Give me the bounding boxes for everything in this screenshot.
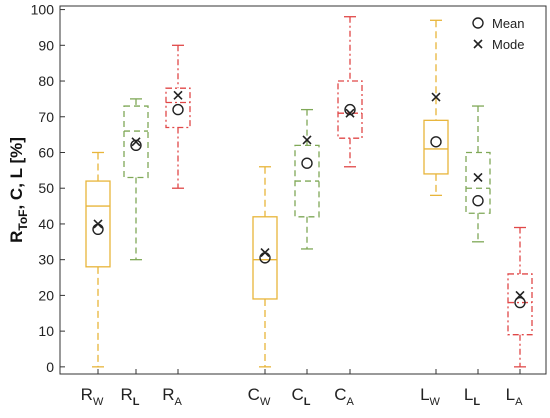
x-tick-label-sub-c-a: A bbox=[346, 396, 354, 408]
mean-marker-r-l bbox=[130, 139, 142, 152]
y-tick-label-50: 50 bbox=[38, 180, 54, 196]
x-tick-label-main-c-l: C bbox=[291, 385, 303, 404]
iqr-box-r-w bbox=[85, 180, 111, 268]
x-tick-label-sub-r-w: W bbox=[93, 396, 104, 408]
box-r-a bbox=[165, 44, 191, 189]
legend-mean-label: Mean bbox=[492, 16, 525, 31]
mode-marker-l-w bbox=[431, 92, 441, 102]
x-tick-label-sub-l-w: W bbox=[430, 396, 441, 408]
x-tick-label-sub-c-l: L bbox=[304, 396, 311, 408]
x-tick-label-c-a: CA bbox=[334, 385, 354, 408]
mode-marker-c-l bbox=[302, 135, 312, 145]
x-tick-label-main-c-a: C bbox=[334, 385, 346, 404]
iqr-box-c-a bbox=[337, 80, 363, 139]
legend-mode-label: Mode bbox=[492, 37, 525, 52]
y-axis-label-sub: ToF bbox=[16, 210, 30, 231]
box-l-a bbox=[507, 226, 533, 368]
box-c-l bbox=[294, 108, 320, 250]
x-tick-label-sub-l-l: L bbox=[473, 396, 480, 408]
x-tick-label-sub-c-w: W bbox=[260, 396, 271, 408]
x-tick-label-l-l: LL bbox=[464, 385, 480, 408]
box-l-l bbox=[465, 105, 491, 243]
x-tick-label-sub-l-a: A bbox=[515, 396, 523, 408]
y-tick-label-90: 90 bbox=[38, 37, 54, 53]
x-tick-label-main-l-w: L bbox=[420, 385, 429, 404]
x-tick-label-main-r-a: R bbox=[162, 385, 174, 404]
iqr-box-c-w bbox=[252, 216, 278, 300]
mode-marker-l-a bbox=[515, 290, 525, 300]
mean-marker-c-w bbox=[259, 252, 271, 264]
y-tick-label-100: 100 bbox=[31, 2, 55, 18]
iqr-box-r-l bbox=[123, 105, 149, 179]
box-c-a bbox=[337, 16, 363, 168]
iqr-box-l-a bbox=[507, 273, 533, 336]
y-axis-label-rest: , C, L [%] bbox=[7, 137, 26, 209]
x-tick-label-sub-r-l: L bbox=[133, 396, 140, 408]
mode-marker-r-a bbox=[173, 90, 183, 100]
mode-marker-c-a bbox=[345, 108, 355, 118]
x-axis: RW RL RA CW CL CA LW LL LA bbox=[81, 369, 523, 408]
legend-mode-marker bbox=[473, 39, 483, 49]
legend: Mean Mode bbox=[472, 16, 525, 52]
y-axis-label-main: R bbox=[7, 231, 26, 243]
mode-marker-r-w bbox=[93, 219, 103, 229]
x-tick-label-main-l-a: L bbox=[506, 385, 515, 404]
mean-marker-c-a bbox=[344, 103, 356, 116]
x-tick-label-r-a: RA bbox=[162, 385, 182, 408]
mean-marker-l-a bbox=[514, 296, 526, 309]
mean-marker-l-w bbox=[430, 136, 442, 148]
mean-marker-l-l bbox=[472, 195, 484, 207]
mean-marker-c-l bbox=[301, 157, 313, 169]
plot-frame bbox=[59, 5, 547, 375]
x-tick-label-main-r-w: R bbox=[81, 385, 93, 404]
box-c-w bbox=[252, 166, 278, 368]
x-tick-label-r-l: RL bbox=[120, 385, 139, 408]
x-tick-label-l-w: LW bbox=[420, 385, 440, 408]
y-tick-label-0: 0 bbox=[46, 359, 54, 375]
mode-marker-l-l bbox=[473, 172, 483, 183]
box-l-w bbox=[423, 19, 449, 197]
y-tick-label-80: 80 bbox=[38, 73, 54, 89]
y-tick-label-40: 40 bbox=[38, 216, 54, 232]
legend-mean-marker bbox=[472, 17, 484, 29]
x-tick-label-main-c-w: C bbox=[248, 385, 260, 404]
mean-marker-r-w bbox=[92, 223, 104, 236]
x-tick-label-main-r-l: R bbox=[120, 385, 132, 404]
y-tick-label-60: 60 bbox=[38, 144, 54, 160]
y-tick-label-30: 30 bbox=[38, 252, 54, 268]
x-tick-label-l-a: LA bbox=[506, 385, 523, 408]
box-series bbox=[85, 16, 533, 368]
y-tick-label-10: 10 bbox=[38, 323, 54, 339]
mode-marker-c-w bbox=[260, 247, 270, 258]
y-tick-label-70: 70 bbox=[38, 109, 54, 125]
mode-marker-r-l bbox=[131, 137, 141, 147]
iqr-box-l-w bbox=[423, 119, 449, 175]
mean-marker-r-a bbox=[172, 103, 184, 116]
x-tick-label-c-w: CW bbox=[248, 385, 271, 408]
x-tick-label-main-l-l: L bbox=[464, 385, 473, 404]
x-tick-label-c-l: CL bbox=[291, 385, 310, 408]
x-tick-label-r-w: RW bbox=[81, 385, 104, 408]
y-tick-label-20: 20 bbox=[38, 287, 54, 303]
iqr-box-l-l bbox=[465, 151, 491, 214]
box-r-w bbox=[85, 151, 111, 368]
x-tick-label-sub-r-a: A bbox=[174, 396, 182, 408]
y-axis-label: RToF, C, L [%] bbox=[7, 137, 30, 243]
iqr-box-r-a bbox=[165, 87, 191, 129]
y-axis: 0 10 20 30 40 50 60 70 80 90 100 bbox=[31, 2, 65, 375]
box-r-l bbox=[123, 98, 149, 261]
